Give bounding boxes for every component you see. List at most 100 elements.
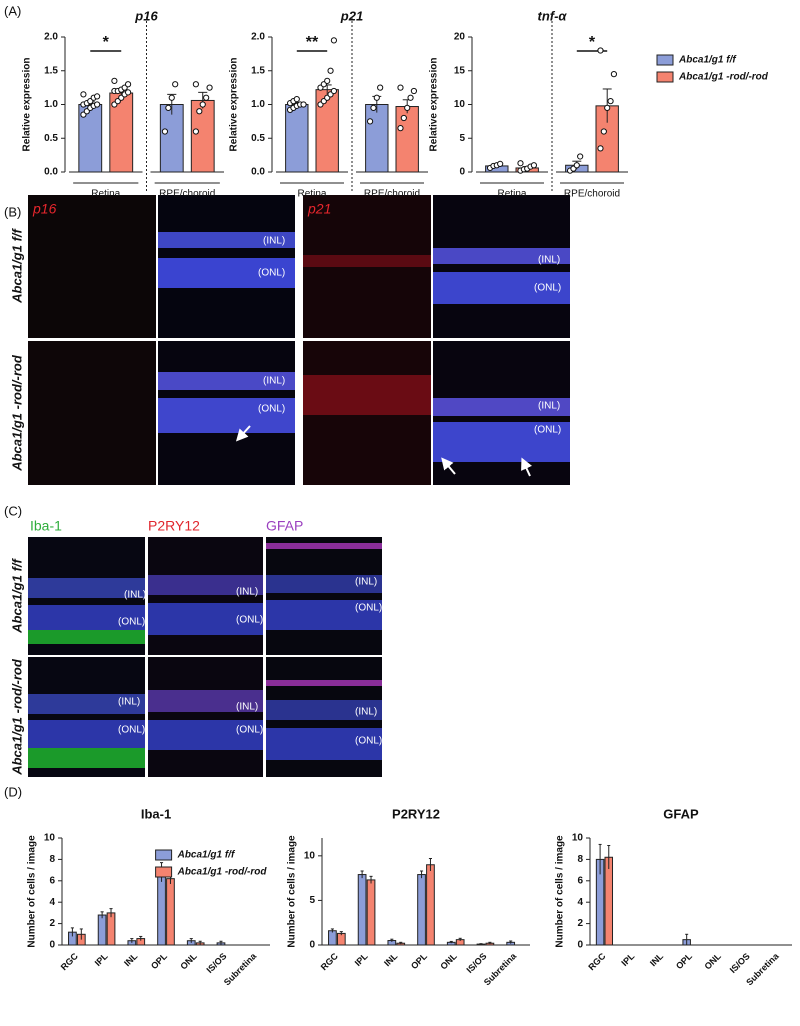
y-tick-label: 0 bbox=[459, 167, 465, 178]
micrograph bbox=[433, 195, 570, 338]
inl-band bbox=[158, 232, 295, 248]
x-tick-label: ONL bbox=[702, 951, 723, 972]
y-tick-label: 0 bbox=[577, 940, 583, 951]
chart-title: p16 bbox=[134, 8, 158, 23]
bar bbox=[357, 874, 367, 946]
x-tick-label: Subretina bbox=[222, 950, 259, 987]
x-tick-label: RGC bbox=[59, 951, 81, 973]
data-point bbox=[604, 104, 611, 111]
data-point bbox=[94, 93, 101, 100]
significance-label: ** bbox=[306, 34, 319, 51]
layer-label: (INL) bbox=[124, 590, 146, 601]
y-tick-label: 1.5 bbox=[251, 65, 265, 76]
inl-band bbox=[28, 578, 145, 598]
x-tick-label: RGC bbox=[586, 951, 608, 973]
data-point bbox=[373, 94, 380, 101]
arrow bbox=[441, 457, 456, 475]
data-point bbox=[192, 81, 199, 88]
y-tick-label: 0 bbox=[309, 940, 315, 951]
row-label: Abca1/g1 f/f bbox=[9, 227, 24, 303]
row-label: Abca1/g1 -rod/-rod bbox=[9, 354, 24, 472]
bar bbox=[190, 99, 215, 173]
data-point bbox=[530, 162, 538, 169]
y-tick-label: 10 bbox=[304, 850, 316, 861]
layer-label: (ONL) bbox=[534, 425, 561, 436]
stain-label: P2RY12 bbox=[148, 518, 200, 534]
layer-label: (INL) bbox=[538, 255, 560, 266]
layer-label: (ONL) bbox=[355, 603, 382, 614]
x-tick-label: RPE/choroid bbox=[364, 189, 420, 200]
panel-label: (C) bbox=[4, 503, 22, 518]
data-point bbox=[168, 94, 175, 101]
data-point bbox=[497, 160, 504, 167]
y-tick-label: 10 bbox=[454, 99, 466, 110]
chart-title: P2RY12 bbox=[392, 806, 440, 821]
bar bbox=[328, 930, 337, 946]
y-tick-label: 2 bbox=[49, 918, 55, 929]
data-point bbox=[407, 94, 414, 101]
row-label: Abca1/g1 -rod/-rod bbox=[9, 658, 24, 776]
x-tick-label: OPL bbox=[409, 951, 430, 972]
layer-label: (ONL) bbox=[236, 725, 263, 736]
chart-title: GFAP bbox=[663, 806, 699, 821]
x-tick-label: RGC bbox=[319, 951, 341, 973]
x-tick-label: RPE/choroid bbox=[159, 189, 215, 200]
data-point bbox=[573, 162, 580, 169]
bar bbox=[417, 874, 426, 946]
onl-band bbox=[28, 720, 145, 748]
y-tick-label: 8 bbox=[49, 854, 55, 865]
bar bbox=[97, 914, 107, 946]
data-point bbox=[192, 128, 199, 135]
layer-label: (INL) bbox=[118, 697, 140, 708]
y-axis-label: Relative expression bbox=[429, 58, 440, 152]
y-tick-label: 0.5 bbox=[44, 133, 58, 144]
onl-band bbox=[148, 720, 263, 750]
layer-label: (INL) bbox=[355, 577, 377, 588]
x-tick-label: IS/OS bbox=[464, 951, 488, 975]
data-point bbox=[597, 47, 604, 54]
onl-band bbox=[266, 728, 382, 760]
y-tick-label: 5 bbox=[309, 895, 315, 906]
layer-label: (ONL) bbox=[118, 617, 145, 628]
bar bbox=[285, 104, 309, 173]
bar bbox=[604, 856, 614, 946]
y-tick-label: 10 bbox=[44, 833, 56, 844]
data-point bbox=[610, 71, 618, 78]
data-point bbox=[577, 153, 584, 160]
row-label: Abca1/g1 f/f bbox=[9, 557, 24, 633]
stain-label: p16 bbox=[32, 201, 57, 217]
stain-label: p21 bbox=[307, 201, 331, 217]
y-tick-label: 20 bbox=[454, 32, 466, 43]
signal-band bbox=[303, 375, 431, 415]
inl-band bbox=[148, 575, 263, 595]
stain-label: GFAP bbox=[266, 518, 303, 534]
onl-band bbox=[433, 422, 570, 462]
x-tick-label: IPL bbox=[353, 951, 370, 968]
legend-swatch bbox=[155, 866, 173, 878]
legend-label: Abca1/g1 -rod/-rod bbox=[177, 867, 268, 878]
data-point bbox=[111, 77, 118, 84]
x-tick-label: INL bbox=[122, 951, 140, 969]
y-tick-label: 8 bbox=[577, 854, 583, 865]
data-point bbox=[377, 84, 384, 91]
layer-label: (INL) bbox=[236, 702, 258, 713]
y-tick-label: 10 bbox=[572, 833, 584, 844]
bar bbox=[395, 106, 419, 173]
y-axis-label: Number of cells / image bbox=[287, 835, 298, 948]
x-tick-label: OPL bbox=[674, 951, 695, 972]
panel-c: Iba-1 P2RY12 GFAP (INL) (ONL) (INL) (ONL… bbox=[9, 518, 382, 777]
inl-band bbox=[433, 248, 570, 264]
y-tick-label: 0.5 bbox=[251, 133, 265, 144]
data-point bbox=[165, 104, 172, 111]
panel-label: (A) bbox=[4, 3, 21, 18]
x-tick-label: OPL bbox=[149, 951, 170, 972]
data-point bbox=[600, 128, 607, 135]
bar bbox=[426, 864, 435, 946]
data-point bbox=[327, 67, 334, 74]
data-point bbox=[80, 91, 87, 98]
bar bbox=[365, 104, 389, 173]
legend-label: Abca1/g1 -rod/-rod bbox=[678, 72, 769, 83]
y-tick-label: 6 bbox=[49, 875, 55, 886]
bar bbox=[157, 871, 166, 946]
inl-band bbox=[266, 700, 382, 720]
